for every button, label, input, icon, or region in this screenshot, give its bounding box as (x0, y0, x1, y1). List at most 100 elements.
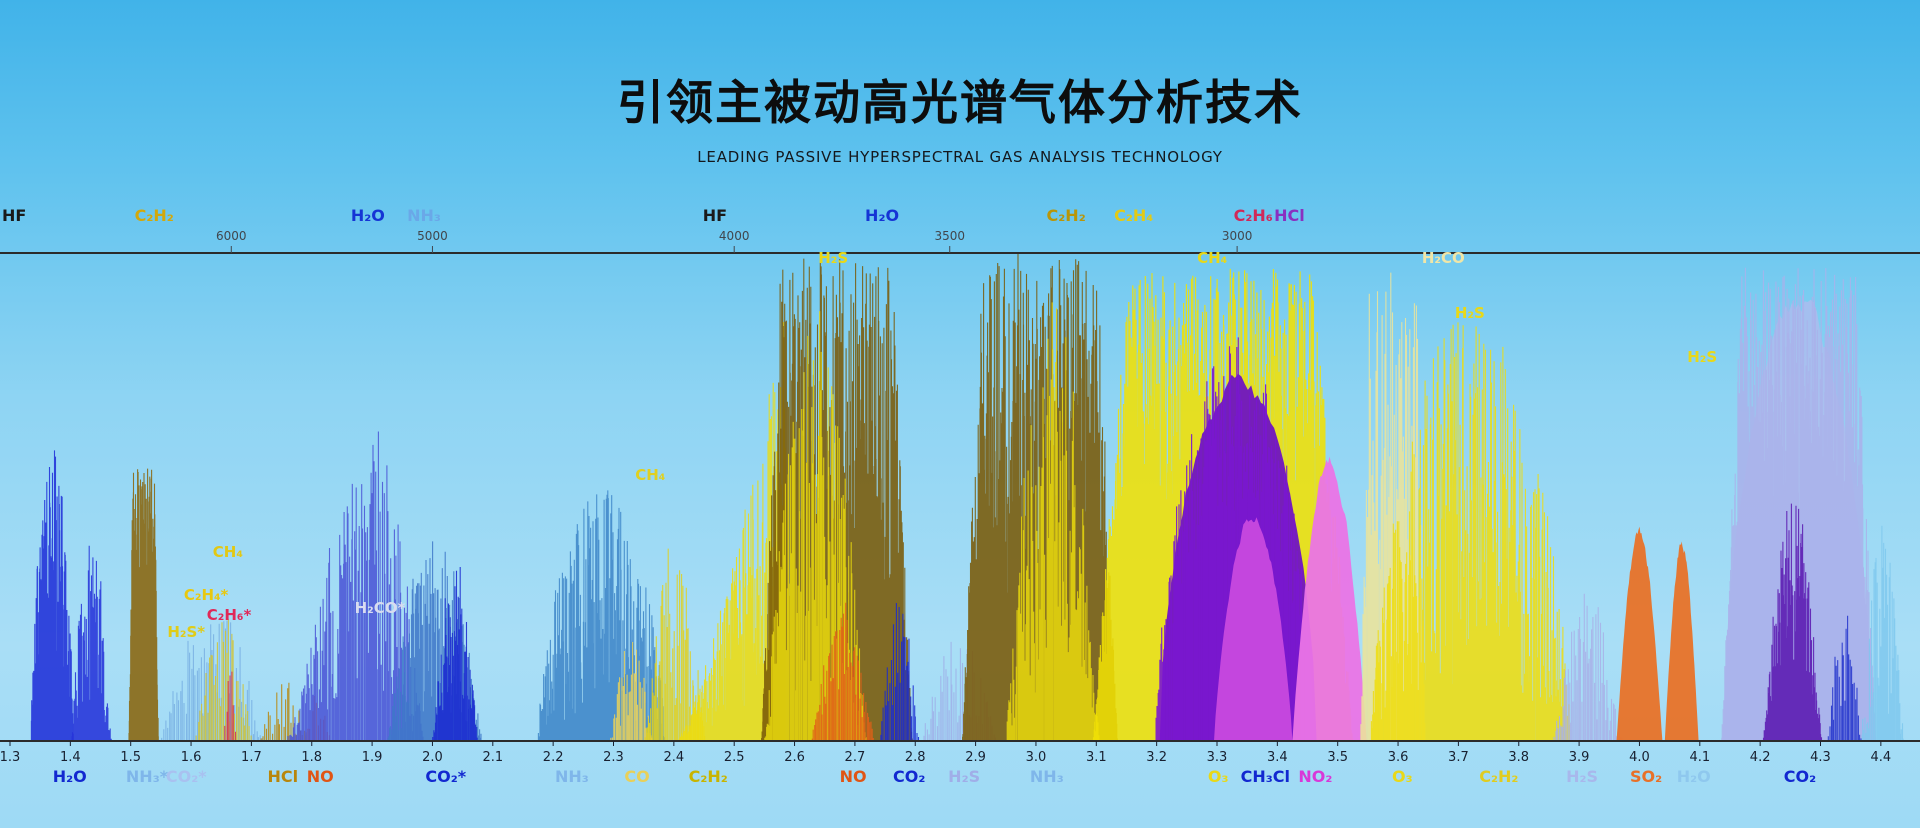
gas-label-bottom: H₂S (948, 767, 980, 786)
gas-label-bottom: NH₃ (1030, 767, 1064, 786)
page-subtitle: LEADING PASSIVE HYPERSPECTRAL GAS ANALYS… (697, 147, 1223, 166)
gas-label-bottom: HCl (267, 767, 298, 786)
wavelength-tick-label: 1.3 (0, 750, 20, 765)
gas-label-top: C₂H₂ (135, 206, 174, 225)
spectral-band-H₂O (387, 541, 482, 741)
wavelength-tick-label: 3.4 (1267, 750, 1288, 765)
spectral-band-O₃ (1370, 322, 1571, 741)
wavelength-tick-label: 2.1 (482, 750, 503, 765)
wavelength-tick-label: 3.8 (1508, 750, 1529, 765)
gas-label-top: NH₃ (407, 206, 441, 225)
spectral-band-C₂H₂ (128, 468, 159, 741)
header: 引领主被动高光谱气体分析技术 LEADING PASSIVE HYPERSPEC… (0, 78, 1920, 166)
wavelength-tick-label: 2.7 (845, 750, 866, 765)
gas-label-inplot: H₂CO (1422, 249, 1465, 267)
gas-label-inplot: CH₄ (213, 543, 243, 561)
spectral-band-H₂O (71, 545, 112, 741)
wavelength-tick-label: 2.9 (965, 750, 986, 765)
gas-label-bottom: H₂O (1677, 767, 1711, 786)
gas-label-bottom: NH₃ (555, 767, 589, 786)
wavelength-tick-label: 1.6 (181, 750, 202, 765)
wavelength-tick-label: 1.9 (362, 750, 383, 765)
gas-label-inplot: H₂S (818, 249, 848, 267)
gas-label-top: C₂H₂ (1047, 206, 1086, 225)
gas-label-inplot: CH₄ (635, 466, 665, 484)
wavelength-tick-label: 1.8 (301, 750, 322, 765)
gas-label-inplot: H₂CO* (355, 599, 406, 617)
wavelength-tick-label: 4.4 (1871, 750, 1892, 765)
spectral-band-SO₂ (1616, 526, 1663, 741)
spectral-band-CO₂ (880, 603, 920, 741)
wavenumber-tick-label: 6000 (216, 229, 247, 243)
spectral-band-C₂H₆* (224, 671, 237, 741)
wavelength-tick-label: 3.1 (1086, 750, 1107, 765)
page-title: 引领主被动高光谱气体分析技术 (617, 76, 1303, 131)
wavelength-tick-label: 4.3 (1810, 750, 1831, 765)
spectral-band-NO₂ (1292, 456, 1367, 741)
wavelength-tick-label: 2.4 (664, 750, 685, 765)
spectral-band-NO₂ (1214, 517, 1293, 741)
wavelength-tick-label: 3.7 (1448, 750, 1469, 765)
wavenumber-tick-label: 3500 (934, 229, 965, 243)
gas-label-top: H₂O (865, 206, 899, 225)
spectral-band-CO₂ (1827, 615, 1862, 741)
gas-label-bottom: C₂H₂ (1479, 767, 1518, 786)
gas-label-top: HF (2, 206, 26, 225)
spectral-band-NO (811, 602, 874, 741)
gas-label-top: C₂H₆ (1234, 206, 1273, 225)
wavelength-tick-label: 3.6 (1388, 750, 1409, 765)
gas-label-bottom: CH₃Cl (1241, 767, 1290, 786)
wavelength-tick-label: 2.3 (603, 750, 624, 765)
spectral-band-CH₄ (195, 618, 252, 741)
gas-label-bottom: C₂H₂ (689, 767, 728, 786)
wavenumber-tick-label: 4000 (719, 229, 750, 243)
gas-label-inplot: H₂S (1687, 348, 1717, 366)
gas-label-bottom: O₃ (1392, 767, 1413, 786)
wavelength-tick-label: 1.4 (60, 750, 81, 765)
wavelength-tick-label: 2.0 (422, 750, 443, 765)
wavelength-tick-label: 3.0 (1026, 750, 1047, 765)
gas-label-top: HCl (1274, 206, 1305, 225)
wavenumber-tick-label: 5000 (417, 229, 448, 243)
wavelength-tick-label: 2.6 (784, 750, 805, 765)
gas-label-bottom: CO₂ (1784, 767, 1816, 786)
gas-label-inplot: H₂S (1455, 304, 1485, 322)
gas-label-bottom: NH₃* (126, 767, 169, 786)
gas-label-bottom: H₂O (53, 767, 87, 786)
gas-label-inplot: C₂H₄* (184, 586, 229, 604)
gas-label-bottom: SO₂ (1630, 767, 1662, 786)
wavelength-tick-label: 1.5 (120, 750, 141, 765)
wavelength-tick-label: 4.0 (1629, 750, 1650, 765)
gas-label-bottom: NO (307, 767, 334, 786)
wavelength-tick-label: 1.7 (241, 750, 262, 765)
gas-label-inplot: H₂S* (167, 623, 205, 641)
gas-label-top: C₂H₄ (1114, 206, 1153, 225)
gas-label-top: H₂O (351, 206, 385, 225)
gas-label-bottom: NO (840, 767, 867, 786)
wavelength-tick-label: 4.1 (1689, 750, 1710, 765)
wavelength-tick-label: 3.5 (1327, 750, 1348, 765)
wavelength-tick-label: 2.5 (724, 750, 745, 765)
gas-label-inplot: C₂H₆* (207, 606, 252, 624)
wavenumber-tick-label: 3000 (1222, 229, 1253, 243)
spectral-band-CO₂ (1762, 503, 1823, 741)
wavelength-tick-label: 3.9 (1569, 750, 1590, 765)
gas-label-inplot: CH₄ (1197, 249, 1227, 267)
gas-label-bottom: CO (624, 767, 649, 786)
gas-label-bottom: H₂S (1566, 767, 1598, 786)
spectral-band-SO₂ (1664, 541, 1699, 741)
wavelength-tick-label: 2.8 (905, 750, 926, 765)
spectral-band-H₂O (30, 450, 74, 741)
wavelength-tick-label: 4.2 (1750, 750, 1771, 765)
gas-label-bottom: O₃ (1208, 767, 1229, 786)
gas-label-bottom: CO₂* (425, 767, 466, 786)
spectral-band-CO₂* (432, 567, 478, 741)
wavelength-tick-label: 3.3 (1207, 750, 1228, 765)
gas-label-bottom: CO₂* (166, 767, 207, 786)
wavelength-tick-label: 3.2 (1146, 750, 1167, 765)
wavelength-tick-label: 2.2 (543, 750, 564, 765)
gas-label-bottom: NO₂ (1298, 767, 1332, 786)
spectral-band-H₂S (1553, 593, 1623, 741)
